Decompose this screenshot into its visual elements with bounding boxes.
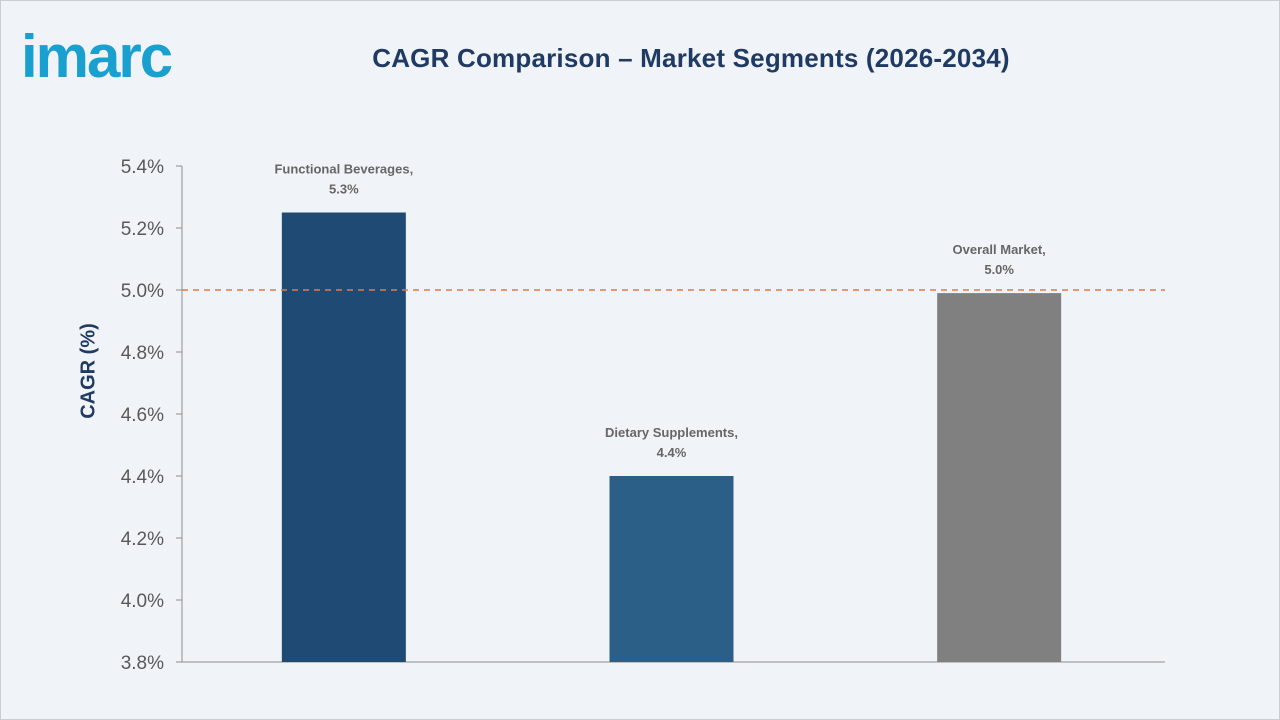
- data-label: Overall Market,: [953, 242, 1046, 257]
- y-tick-label: 4.2%: [121, 529, 164, 550]
- bar-functional-beverages: [281, 212, 406, 662]
- bar-dietary-supplements: [609, 476, 734, 662]
- y-tick-label: 5.2%: [121, 219, 164, 240]
- data-label: 5.3%: [329, 182, 359, 197]
- data-label: Dietary Supplements,: [605, 425, 738, 440]
- logo-text: imarc: [21, 23, 172, 89]
- imarc-logo: imarc: [21, 23, 174, 89]
- data-label: 5.0%: [984, 262, 1014, 277]
- y-tick-label: 5.4%: [121, 157, 164, 178]
- chart-title: CAGR Comparison – Market Segments (2026-…: [372, 43, 1010, 73]
- data-label: 4.4%: [657, 445, 687, 460]
- bar-overall-market: [937, 293, 1062, 662]
- y-tick-label: 5.0%: [121, 281, 164, 302]
- y-tick-label: 4.8%: [121, 343, 164, 364]
- y-tick-label: 4.0%: [121, 591, 164, 612]
- data-label: Functional Beverages,: [274, 162, 413, 177]
- y-tick-label: 3.8%: [121, 653, 164, 674]
- y-tick-label: 4.4%: [121, 467, 164, 488]
- y-tick-label: 4.6%: [121, 405, 164, 426]
